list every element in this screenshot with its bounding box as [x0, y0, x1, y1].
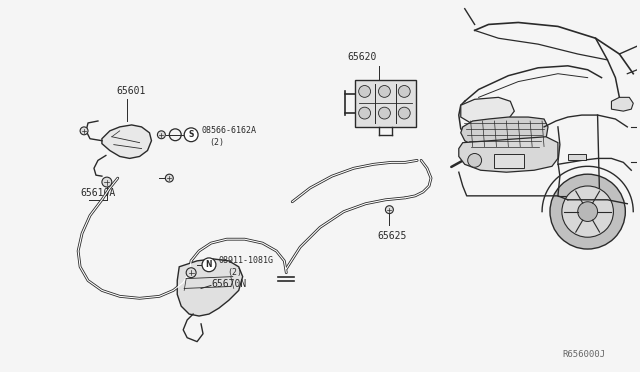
Circle shape: [358, 107, 371, 119]
Circle shape: [202, 258, 216, 272]
Circle shape: [184, 128, 198, 142]
Circle shape: [562, 186, 613, 237]
Circle shape: [378, 86, 390, 97]
Text: R656000J: R656000J: [563, 350, 605, 359]
Circle shape: [378, 107, 390, 119]
Text: S: S: [188, 130, 194, 139]
Bar: [495, 154, 524, 168]
Text: (2): (2): [227, 268, 242, 277]
Bar: [355, 80, 416, 127]
Polygon shape: [459, 137, 558, 172]
Text: 65620: 65620: [348, 52, 377, 62]
Text: 65625: 65625: [378, 231, 407, 241]
Polygon shape: [177, 259, 243, 316]
Text: (2): (2): [209, 138, 224, 147]
Circle shape: [578, 202, 598, 221]
Polygon shape: [102, 125, 152, 158]
Polygon shape: [611, 97, 633, 111]
Text: 65601: 65601: [116, 86, 146, 96]
Circle shape: [157, 131, 165, 139]
Text: 65670N: 65670N: [211, 279, 246, 289]
Circle shape: [186, 268, 196, 278]
Circle shape: [398, 86, 410, 97]
Circle shape: [80, 127, 88, 135]
Circle shape: [102, 177, 112, 187]
Circle shape: [385, 206, 394, 214]
Text: N: N: [205, 260, 212, 269]
Polygon shape: [461, 117, 548, 148]
Text: 08911-1081G: 08911-1081G: [219, 256, 274, 265]
Text: 08566-6162A: 08566-6162A: [201, 126, 256, 135]
Circle shape: [398, 107, 410, 119]
Text: 65610A: 65610A: [80, 188, 115, 198]
Polygon shape: [461, 97, 515, 123]
Circle shape: [468, 154, 481, 167]
Circle shape: [165, 174, 173, 182]
Circle shape: [550, 174, 625, 249]
Circle shape: [358, 86, 371, 97]
Bar: [568, 154, 586, 160]
